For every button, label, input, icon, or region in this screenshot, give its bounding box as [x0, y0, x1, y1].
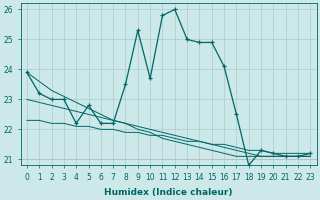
X-axis label: Humidex (Indice chaleur): Humidex (Indice chaleur) — [104, 188, 233, 197]
